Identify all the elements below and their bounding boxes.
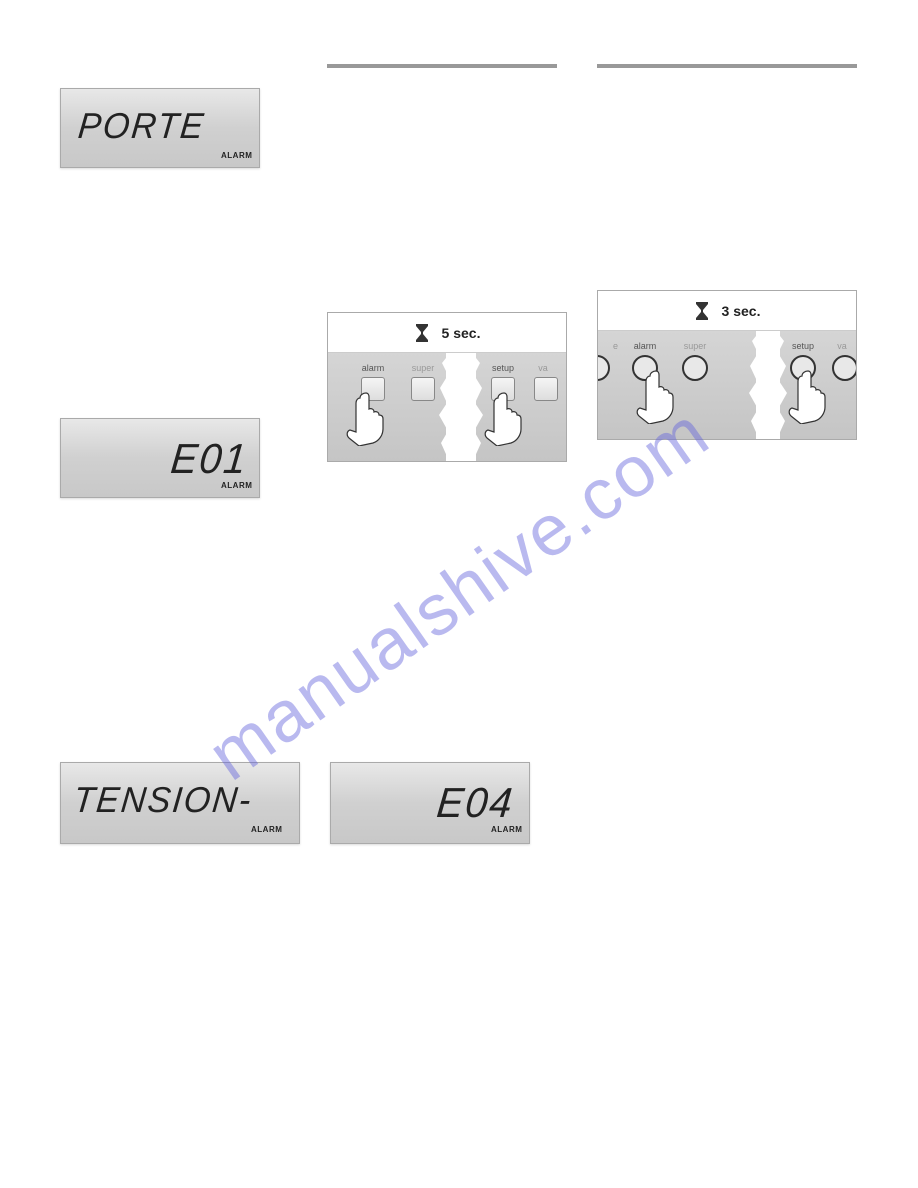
lcd-tension-alarm: ALARM: [251, 825, 282, 834]
col-divider-1: [327, 64, 557, 68]
lcd-e04-alarm: ALARM: [491, 825, 522, 834]
va-button-round[interactable]: [832, 355, 856, 381]
super-button[interactable]: [411, 377, 435, 401]
hourglass-icon: [694, 301, 710, 321]
lcd-e04: E04 ALARM: [330, 762, 530, 844]
lcd-tension: TENSION- ALARM: [60, 762, 300, 844]
btn-label-super-r: super: [670, 341, 720, 351]
btn-slot-va: va: [528, 363, 558, 401]
btn-label-va-r: va: [828, 341, 856, 351]
btn-label-alarm: alarm: [348, 363, 398, 373]
button-panel-5sec: 5 sec. alarm super setup va: [327, 312, 567, 462]
lcd-tension-text: TENSION-: [72, 779, 255, 821]
e-button-partial[interactable]: [598, 355, 610, 381]
duration-3sec: 3 sec.: [722, 303, 761, 319]
panel-header-5sec: 5 sec.: [328, 313, 566, 353]
lcd-e01-text: E01: [169, 435, 250, 483]
lcd-porte-text: PORTE: [76, 105, 207, 147]
btn-slot-super-r: super: [670, 341, 720, 381]
super-button-round[interactable]: [682, 355, 708, 381]
duration-5sec: 5 sec.: [442, 325, 481, 341]
button-panel-3sec: 3 sec. e alarm super setup va: [597, 290, 857, 440]
panel-header-3sec: 3 sec.: [598, 291, 856, 331]
lcd-porte: PORTE ALARM: [60, 88, 260, 168]
btn-slot-alarm: alarm: [348, 363, 398, 401]
lcd-e01-alarm: ALARM: [221, 481, 252, 490]
btn-slot-va-r: va: [828, 341, 856, 381]
btn-label-e: e: [598, 341, 620, 351]
setup-button[interactable]: [491, 377, 515, 401]
panel-body-3sec: e alarm super setup va: [598, 331, 856, 439]
setup-button-round[interactable]: [790, 355, 816, 381]
hourglass-icon: [414, 323, 430, 343]
va-button[interactable]: [534, 377, 558, 401]
alarm-button[interactable]: [361, 377, 385, 401]
lcd-porte-alarm: ALARM: [221, 151, 252, 160]
alarm-button-round[interactable]: [632, 355, 658, 381]
btn-label-va: va: [528, 363, 558, 373]
col-divider-2: [597, 64, 857, 68]
panel-body-5sec: alarm super setup va: [328, 353, 566, 461]
lcd-e04-text: E04: [435, 779, 516, 827]
btn-slot-alarm-r: alarm: [620, 341, 670, 381]
btn-label-alarm-r: alarm: [620, 341, 670, 351]
btn-slot-e-partial: e: [598, 341, 620, 381]
lcd-e01: E01 ALARM: [60, 418, 260, 498]
